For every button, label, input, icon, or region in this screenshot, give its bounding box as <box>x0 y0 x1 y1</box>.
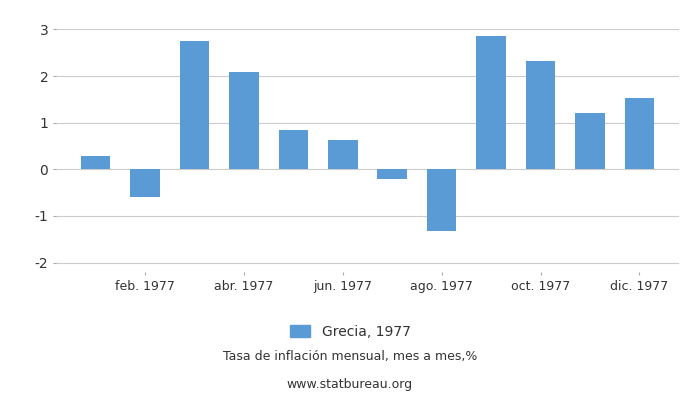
Bar <box>575 113 605 169</box>
Bar <box>279 130 308 169</box>
Bar <box>80 156 111 169</box>
Text: www.statbureau.org: www.statbureau.org <box>287 378 413 391</box>
Bar <box>328 140 358 169</box>
Bar <box>180 41 209 169</box>
Bar <box>427 169 456 231</box>
Legend: Grecia, 1977: Grecia, 1977 <box>284 319 416 344</box>
Bar <box>130 169 160 197</box>
Bar <box>377 169 407 179</box>
Bar <box>526 61 555 169</box>
Bar <box>476 36 506 169</box>
Bar <box>229 72 259 169</box>
Bar <box>624 98 654 169</box>
Text: Tasa de inflación mensual, mes a mes,%: Tasa de inflación mensual, mes a mes,% <box>223 350 477 363</box>
